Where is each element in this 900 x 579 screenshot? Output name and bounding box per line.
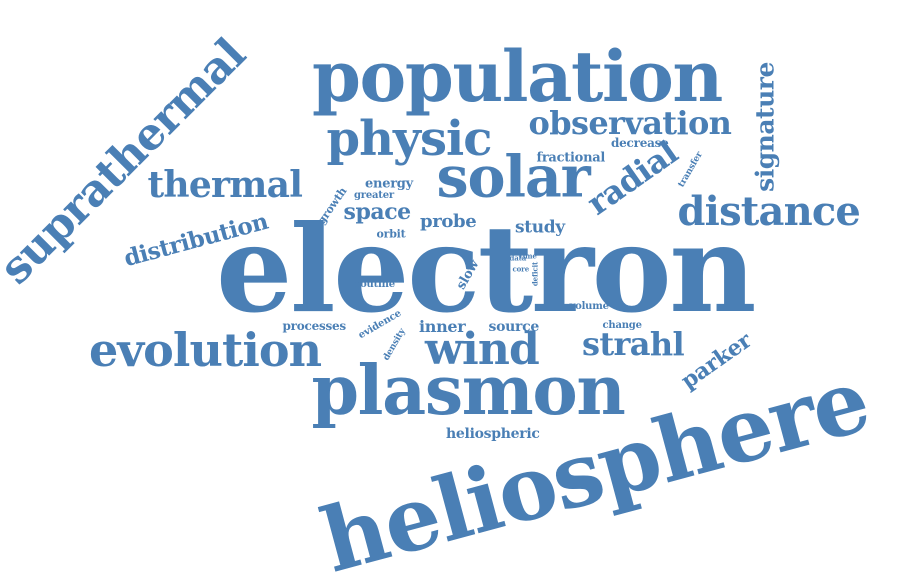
word-heliospheric: heliospheric [446,426,540,442]
word-population: population [312,35,723,118]
word-change: change [602,320,642,331]
word-observation: observation [528,104,732,142]
word-processes: processes [282,319,347,333]
word-fractional: fractional [536,150,606,166]
word-greater: greater [354,190,394,201]
word-source: source [488,319,540,335]
word-time: time [519,251,537,261]
word-wind: wind [425,324,540,375]
word-routine: routine [355,279,395,290]
word-decrease: decrease [611,136,669,150]
word-energy: energy [365,176,413,192]
word-strahl: strahl [582,325,685,363]
word-signature: signature [750,62,780,192]
word-space: space [343,199,412,225]
word-physic: physic [326,111,493,167]
word-thermal: thermal [147,164,303,206]
word-evolution: evolution [89,323,322,377]
word-orbit: orbit [376,227,406,241]
word-study: study [515,217,565,238]
word-distance: distance [677,188,861,235]
word-deficit: deficit [530,261,540,287]
word-transfer: transfer [676,150,705,190]
word-plasmon: plasmon [311,351,626,431]
word-solar: solar [436,143,591,211]
word-core: core [512,264,530,274]
word-inner: inner [419,317,466,336]
word-probe: probe [420,211,477,232]
word-volume: volume [569,301,609,312]
word-electron: electron [216,199,756,340]
word-data: data [509,253,527,263]
